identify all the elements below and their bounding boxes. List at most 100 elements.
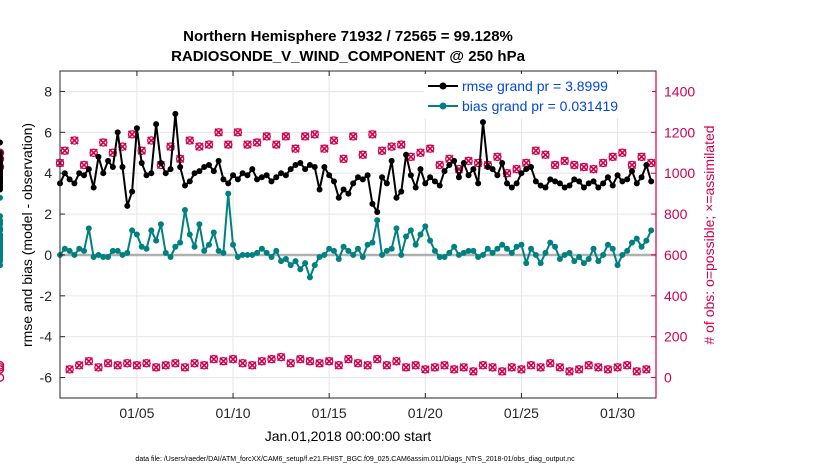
obs-possible-point — [267, 354, 276, 364]
obs-assimilated-point — [132, 361, 142, 370]
bias-point — [600, 251, 607, 258]
y-left-tick-label: -4 — [40, 329, 53, 345]
rmse-point — [239, 170, 246, 177]
bias-point — [254, 249, 261, 256]
obs-possible-point — [89, 148, 98, 157]
bias-point — [422, 223, 429, 230]
bias-point — [220, 249, 227, 256]
bias-point — [225, 190, 232, 197]
obs-assimilated-point — [584, 361, 593, 370]
obs-possible-point — [252, 138, 262, 147]
bias-point — [172, 243, 179, 250]
bias-point — [393, 225, 400, 232]
rmse-point — [249, 166, 256, 173]
obs-possible-point — [99, 138, 108, 147]
obs-assimilated-point — [440, 361, 449, 370]
obs-assimilated-point — [517, 365, 526, 374]
obs-possible-point — [209, 354, 219, 364]
obs-assimilated-point — [411, 361, 420, 370]
rmse-point — [624, 176, 631, 183]
obs-assimilated-point — [180, 363, 190, 372]
obs-possible-point — [310, 130, 319, 139]
bias-point — [580, 260, 587, 267]
rmse-point — [355, 174, 361, 181]
rmse-point — [0, 139, 3, 146]
rmse-point — [528, 164, 535, 171]
rmse-point — [451, 157, 458, 164]
obs-possible-point — [305, 356, 315, 366]
obs-possible-point — [137, 146, 146, 155]
obs-assimilated-point — [546, 359, 555, 368]
rmse-point — [0, 174, 3, 181]
obs-possible-point — [0, 154, 5, 164]
obs-possible-point — [348, 132, 358, 141]
obs-possible-point — [353, 359, 363, 368]
bias-point — [628, 239, 635, 246]
bias-point — [436, 253, 443, 260]
obs-assimilated-point — [123, 359, 132, 368]
bias-point — [316, 253, 323, 260]
rmse-point — [157, 159, 164, 166]
rmse-point — [66, 176, 73, 183]
rmse-point — [446, 162, 453, 169]
bias-point — [643, 237, 650, 244]
rmse-point — [552, 178, 559, 185]
rmse-point — [258, 174, 265, 181]
obs-possible-point — [84, 356, 94, 366]
bias-point — [518, 241, 525, 248]
rmse-point — [504, 180, 510, 187]
rmse-point — [206, 162, 212, 169]
obs-assimilated-point — [598, 158, 608, 168]
obs-assimilated-point — [541, 150, 550, 159]
obs-assimilated-point — [84, 357, 94, 366]
obs-possible-point — [190, 359, 199, 368]
obs-assimilated-point — [65, 365, 74, 374]
obs-possible-point — [478, 361, 488, 370]
rmse-point — [254, 176, 261, 183]
rmse-point — [398, 188, 405, 195]
rmse-point — [436, 182, 443, 189]
legend-bias-marker — [439, 102, 447, 110]
bias-point — [638, 243, 645, 250]
rmse-point — [369, 200, 376, 207]
obs-assimilated-point — [478, 361, 488, 370]
bias-point — [427, 237, 434, 244]
rmse-point — [556, 180, 563, 187]
obs-assimilated-point — [642, 365, 651, 374]
bias-point — [532, 251, 539, 258]
obs-assimilated-point — [200, 361, 209, 370]
obs-possible-point — [435, 160, 444, 170]
rmse-point — [230, 172, 237, 179]
obs-assimilated-point — [185, 136, 194, 145]
rmse-point — [489, 166, 496, 173]
obs-assimilated-point — [555, 363, 565, 372]
rmse-point — [484, 164, 491, 171]
obs-possible-point — [166, 142, 175, 151]
rmse-point — [316, 186, 323, 193]
bias-point — [595, 258, 602, 265]
y-right-tick-label: 400 — [664, 288, 688, 304]
bias-point — [556, 256, 563, 263]
obs-assimilated-point — [373, 355, 382, 364]
rmse-point — [547, 176, 554, 183]
rmse-point — [297, 159, 304, 166]
obs-assimilated-point — [387, 142, 396, 151]
obs-possible-point — [195, 142, 204, 151]
bias-point — [489, 249, 496, 256]
obs-assimilated-point — [329, 136, 339, 145]
rmse-point — [143, 172, 150, 179]
obs-assimilated-point — [243, 140, 252, 149]
bias-point — [561, 251, 568, 258]
bias-point — [441, 253, 448, 260]
obs-possible-point — [185, 136, 195, 145]
obs-assimilated-point — [560, 156, 569, 166]
obs-possible-point — [238, 359, 247, 368]
bias-point — [297, 266, 304, 273]
rmse-point — [600, 180, 607, 187]
obs-assimilated-point — [315, 359, 324, 368]
obs-assimilated-point — [267, 355, 276, 364]
obs-assimilated-point — [214, 128, 223, 137]
obs-possible-point — [243, 140, 252, 149]
obs-assimilated-point — [103, 359, 113, 368]
rmse-point — [614, 172, 621, 179]
